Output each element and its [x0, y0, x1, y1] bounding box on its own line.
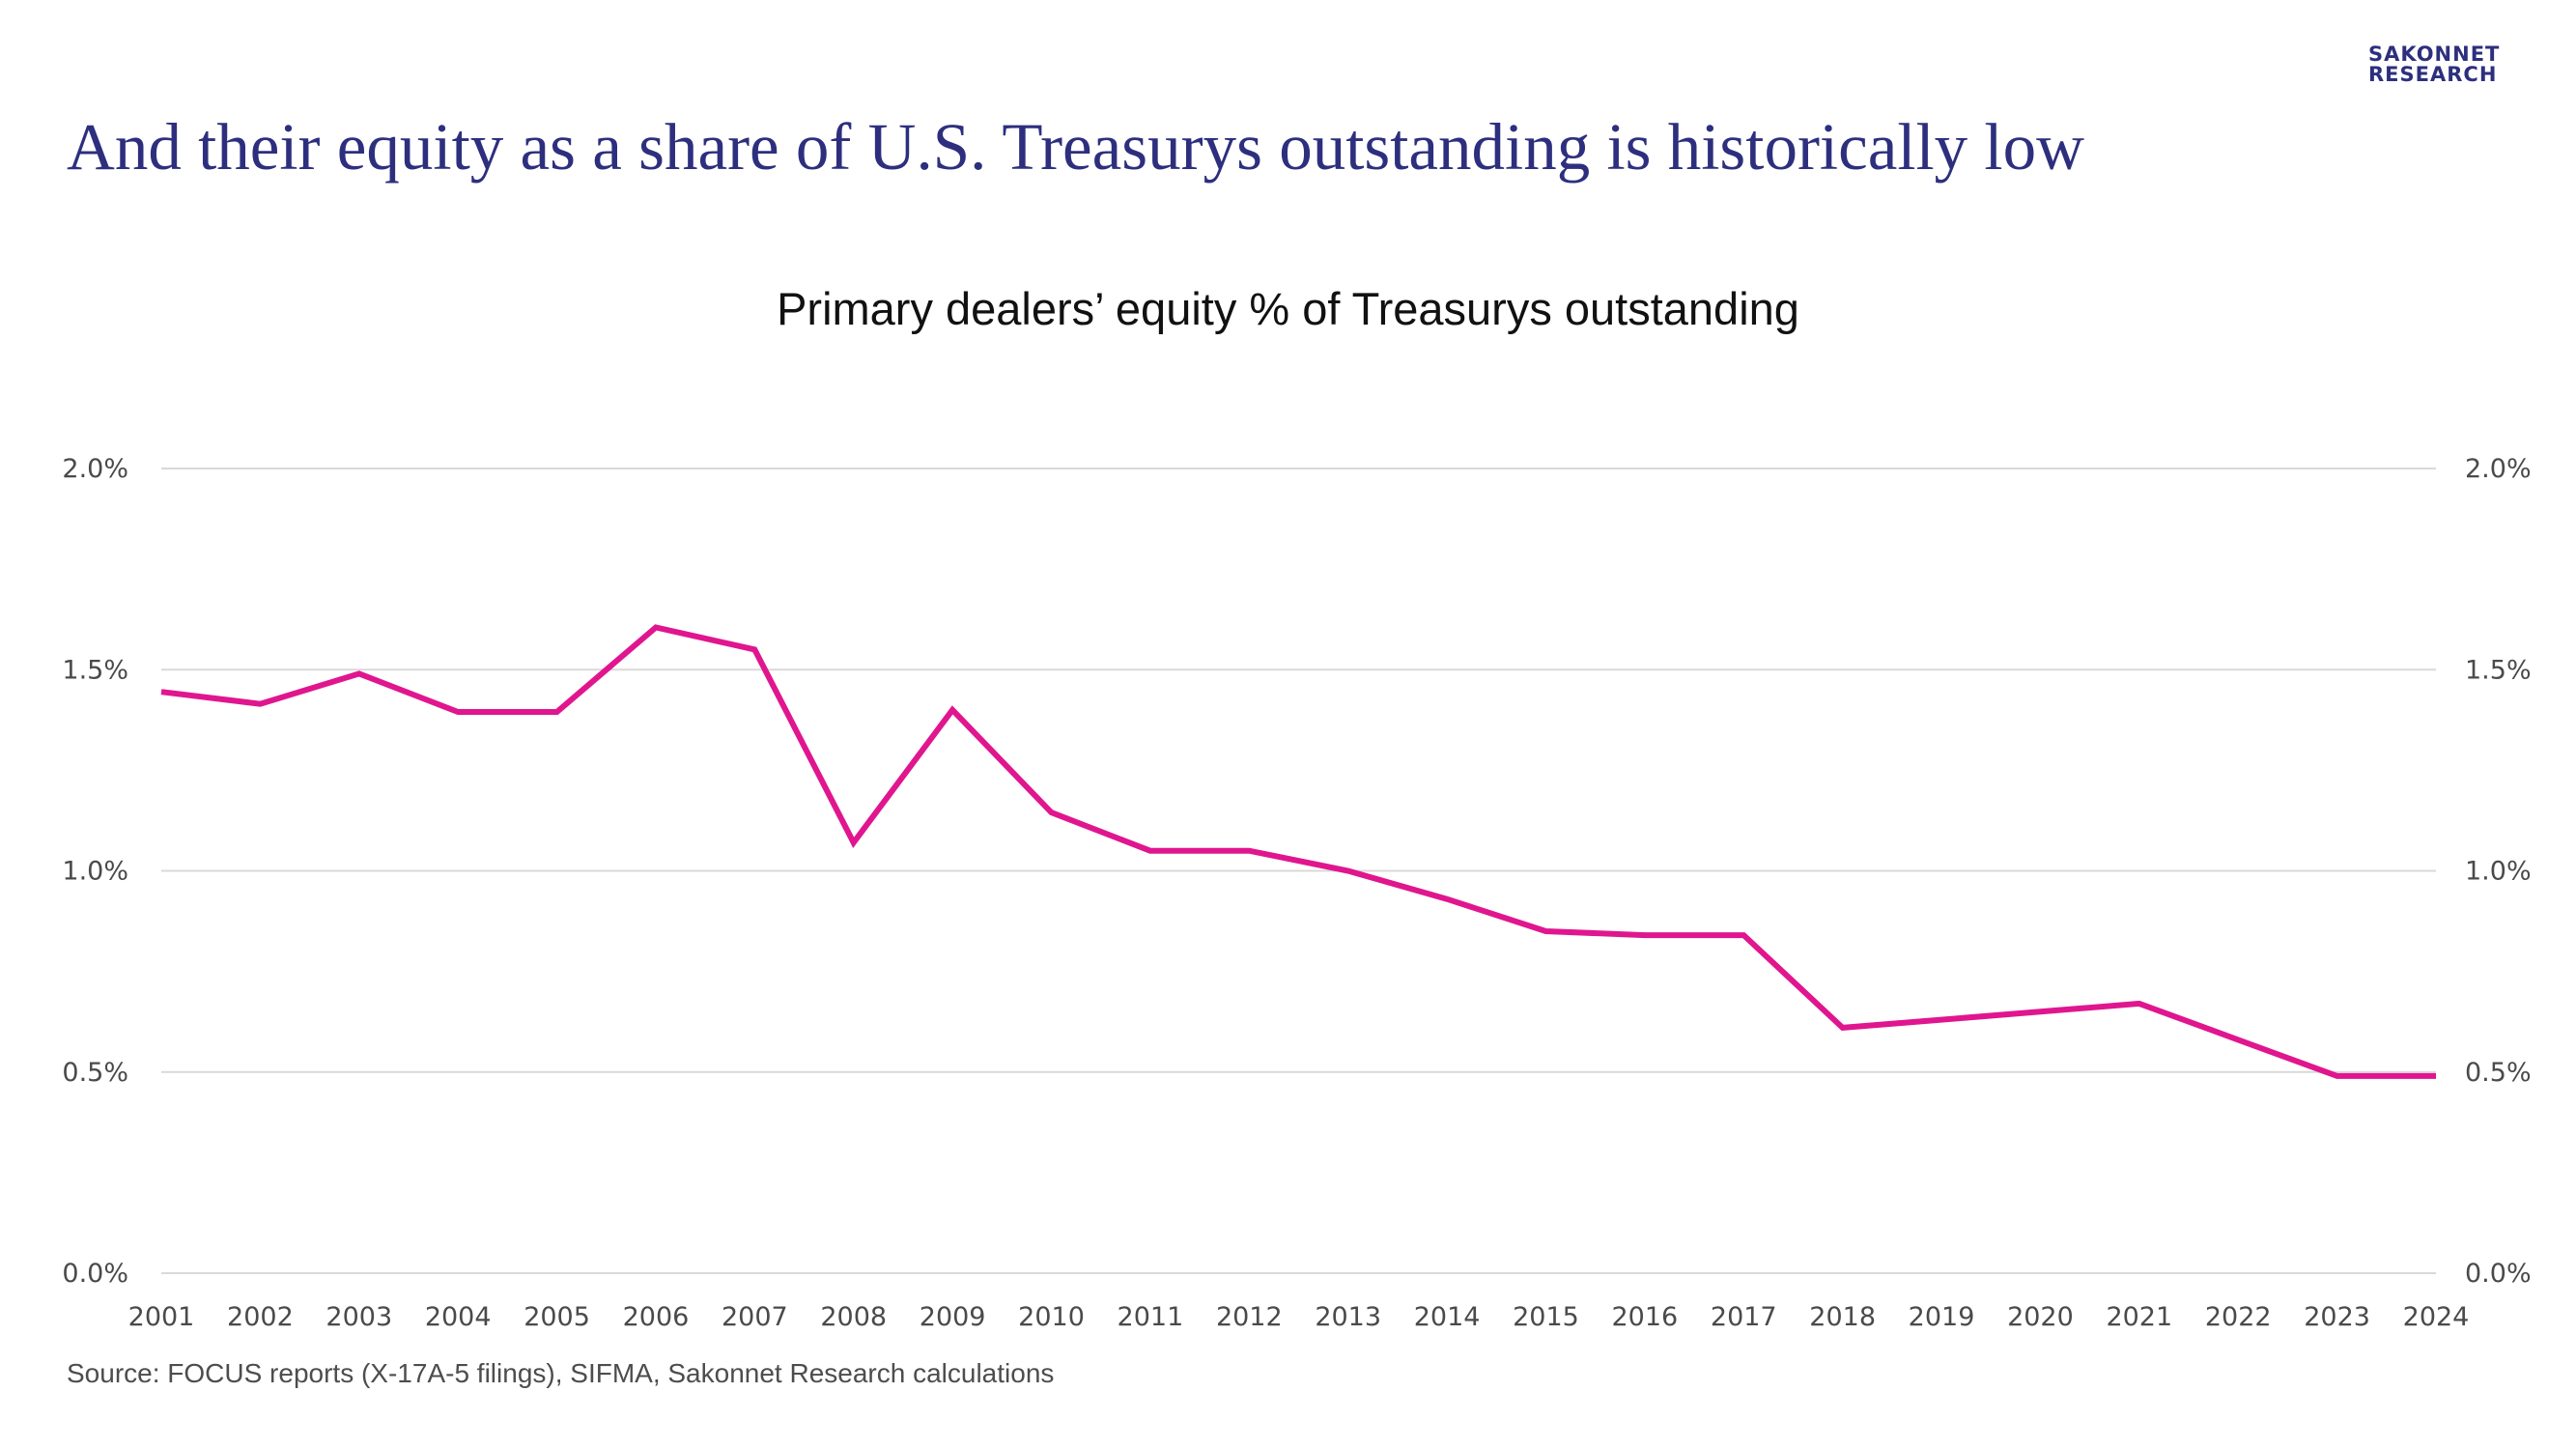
x-tick-label: 2022	[2205, 1302, 2272, 1332]
x-tick-label: 2002	[227, 1302, 294, 1332]
x-tick-label: 2013	[1315, 1302, 1381, 1332]
series-line	[160, 624, 2436, 1079]
y-tick-label-left: 1.5%	[62, 655, 128, 685]
x-tick-label: 2003	[326, 1302, 392, 1332]
x-tick-label: 2007	[722, 1302, 788, 1332]
x-axis-labels: 2001 2002 2003 2004 2005 2006 2007 2008 2009 2010…	[128, 1302, 2470, 1332]
series-layer	[160, 624, 2437, 1079]
y-tick-label-left: 1.0%	[62, 857, 128, 887]
x-tick-label: 2024	[2403, 1302, 2470, 1332]
x-tick-label: 2008	[820, 1302, 887, 1332]
logo-line-1: SAKONNET	[2368, 43, 2501, 66]
x-tick-label: 2006	[623, 1302, 690, 1332]
x-tick-label: 2023	[2304, 1302, 2370, 1332]
y-tick-label-right: 1.0%	[2465, 857, 2532, 887]
source-note: Source: FOCUS reports (X-17A-5 filings),…	[67, 1358, 1055, 1388]
x-tick-label: 2005	[524, 1302, 590, 1332]
y-tick-label-right: 1.5%	[2465, 655, 2532, 685]
logo-line-2: RESEARCH	[2368, 63, 2498, 86]
x-tick-label: 2016	[1612, 1302, 1679, 1332]
y-tick-label-right: 0.5%	[2465, 1058, 2532, 1088]
x-tick-label: 2010	[1018, 1302, 1085, 1332]
x-tick-label: 2012	[1216, 1302, 1283, 1332]
right-y-axis-labels: 0.0% 0.5% 1.0% 1.5% 2.0%	[2465, 454, 2532, 1289]
page-headline: And their equity as a share of U.S. Trea…	[67, 110, 2084, 184]
y-tick-label-left: 2.0%	[62, 454, 128, 484]
y-tick-label-right: 2.0%	[2465, 454, 2532, 484]
x-tick-label: 2009	[920, 1302, 986, 1332]
x-tick-label: 2018	[1809, 1302, 1876, 1332]
gridlines	[161, 468, 2436, 1274]
y-tick-label-right: 0.0%	[2465, 1259, 2532, 1289]
x-tick-label: 2001	[128, 1302, 195, 1332]
chart-title: Primary dealers’ equity % of Treasurys o…	[777, 283, 1799, 334]
left-y-axis-labels: 0.0% 0.5% 1.0% 1.5% 2.0%	[62, 454, 128, 1289]
y-tick-label-left: 0.5%	[62, 1058, 128, 1088]
x-tick-label: 2017	[1711, 1302, 1777, 1332]
x-tick-label: 2020	[2007, 1302, 2074, 1332]
x-tick-label: 2014	[1414, 1302, 1481, 1332]
x-tick-label: 2019	[1909, 1302, 1975, 1332]
x-tick-label: 2011	[1118, 1302, 1184, 1332]
x-tick-label: 2004	[425, 1302, 492, 1332]
x-tick-label: 2021	[2106, 1302, 2172, 1332]
x-tick-label: 2015	[1513, 1302, 1579, 1332]
sakonnet-research-logo: SAKONNET RESEARCH	[2368, 44, 2500, 85]
y-tick-label-left: 0.0%	[62, 1259, 128, 1289]
